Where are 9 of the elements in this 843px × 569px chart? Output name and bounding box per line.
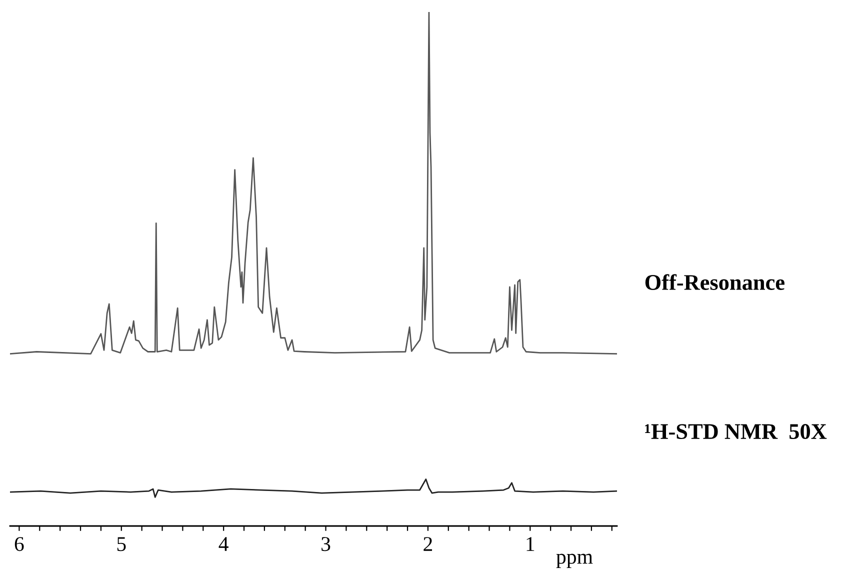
text: ¹H-STD NMR 50X <box>645 424 827 440</box>
x-tick-label: 2 <box>424 537 432 551</box>
x-tick-label: 6 <box>14 537 24 552</box>
x-tick-label: 1 <box>526 537 534 551</box>
x-tick-label: 3 <box>322 537 330 552</box>
x-tick-label: 5 <box>117 537 126 552</box>
text: Off-Resonance <box>645 274 784 290</box>
x-axis-title: ppm <box>556 554 593 568</box>
x-tick-label: 4 <box>218 537 228 551</box>
